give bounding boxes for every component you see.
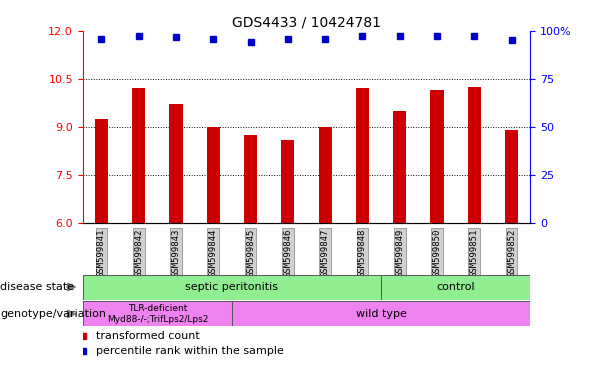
Text: TLR-deficient
Myd88-/-;TrifLps2/Lps2: TLR-deficient Myd88-/-;TrifLps2/Lps2	[107, 304, 208, 324]
Bar	[244, 135, 257, 223]
Text: wild type: wild type	[356, 309, 406, 319]
Text: transformed count: transformed count	[96, 331, 200, 341]
Bar	[281, 139, 294, 223]
Bar	[430, 90, 444, 223]
Bar	[319, 127, 332, 223]
Bar	[132, 88, 145, 223]
Title: GDS4433 / 10424781: GDS4433 / 10424781	[232, 16, 381, 30]
FancyBboxPatch shape	[83, 275, 381, 300]
Text: septic peritonitis: septic peritonitis	[185, 282, 278, 292]
Bar	[468, 87, 481, 223]
FancyBboxPatch shape	[381, 275, 530, 300]
Bar	[95, 119, 108, 223]
Bar	[356, 88, 369, 223]
Text: control: control	[436, 282, 475, 292]
Bar	[169, 104, 183, 223]
FancyBboxPatch shape	[83, 301, 232, 326]
Bar	[393, 111, 406, 223]
Text: genotype/variation: genotype/variation	[0, 309, 106, 319]
FancyBboxPatch shape	[232, 301, 530, 326]
Text: percentile rank within the sample: percentile rank within the sample	[96, 346, 284, 356]
Bar	[505, 130, 518, 223]
Bar	[207, 127, 220, 223]
Text: disease state: disease state	[0, 282, 74, 292]
